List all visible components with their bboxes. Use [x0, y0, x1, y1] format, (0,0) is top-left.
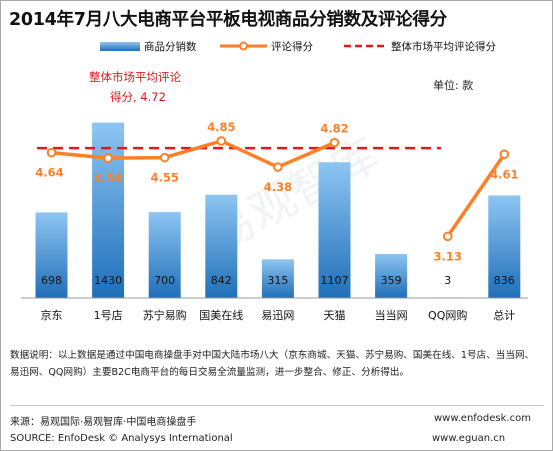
bar-4	[205, 194, 238, 298]
score-value-label-9: 4.61	[490, 167, 518, 181]
category-label-8: QQ网购	[428, 308, 467, 322]
divider	[10, 405, 544, 406]
score-value-label-4: 4.85	[207, 120, 235, 134]
category-label-4: 国美在线	[199, 308, 243, 322]
score-value-label-3: 4.55	[151, 171, 179, 185]
category-label-2: 1号店	[94, 308, 123, 322]
score-value-label-2: 4.54	[94, 171, 122, 185]
category-label-5: 易迅网	[261, 309, 294, 322]
bar-9	[488, 195, 521, 298]
bar-value-label-2: 1430	[94, 274, 122, 287]
score-point-6	[329, 137, 340, 148]
legend-line-swatch	[220, 41, 267, 51]
score-line-segment-1	[51, 139, 336, 169]
bar-7	[375, 253, 408, 298]
score-point-1	[46, 147, 57, 158]
category-label-9: 总计	[493, 308, 515, 322]
score-line-series: 4.64 4.54 4.55 4.85 4.38 4.82 3.13 4.61	[35, 120, 518, 263]
legend-line-label: 评论得分	[271, 40, 313, 53]
avg-annotation-line1: 整体市场平均评论	[89, 70, 181, 84]
score-line-segment-2	[446, 153, 506, 238]
bar-series: 698 1430 700 842 315 1107 359 3 836	[35, 122, 521, 298]
score-point-4	[216, 136, 227, 146]
bar-6	[318, 162, 351, 298]
bar-5	[261, 259, 294, 298]
source-cn: 来源：易观国际·易观智库·中国电商操盘手	[10, 417, 197, 428]
category-label-6: 天猫	[324, 309, 346, 322]
category-label-7: 当当网	[375, 308, 408, 322]
legend-avg-label: 整体市场平均评论得分	[391, 40, 496, 53]
score-point-2	[103, 153, 113, 163]
score-value-label-1: 4.64	[35, 166, 63, 180]
bar-value-label-4: 842	[211, 274, 232, 287]
category-label-3: 苏宁易购	[143, 308, 187, 322]
category-label-1: 京东	[41, 308, 63, 322]
score-value-label-8: 3.13	[434, 249, 462, 263]
legend-bar-label: 商品分销数	[144, 40, 197, 53]
bar-2	[92, 122, 125, 298]
score-point-8	[442, 231, 453, 242]
score-point-3	[159, 152, 170, 163]
bar-3	[148, 212, 181, 298]
score-value-label-5: 4.38	[264, 180, 292, 194]
bar-value-label-9: 836	[494, 274, 515, 287]
avg-annotation-line2: 得分, 4.72	[110, 90, 166, 104]
bar-value-label-7: 359	[381, 274, 402, 287]
url-enfodesk: www.enfodesk.com	[434, 413, 531, 424]
bar-value-label-8: 3	[444, 274, 451, 287]
score-point-5	[273, 162, 283, 172]
bar-value-label-3: 700	[154, 274, 175, 287]
url-eguan: www.eguan.cn	[432, 433, 506, 444]
chart-canvas: 商品分销数 评论得分 整体市场平均评论得分 整体市场平均评论 得分, 4.72 …	[21, 40, 528, 322]
bar-value-label-5: 315	[267, 274, 288, 287]
chart-title: 2014年7月八大电商平台平板电视商品分销数及评论得分	[9, 10, 447, 30]
bar-value-label-1: 698	[41, 274, 62, 287]
category-axis-labels: 京东 1号店 苏宁易购 国美在线 易迅网 天猫 当当网 QQ网购 总计	[41, 308, 516, 322]
legend-bar-swatch	[100, 42, 140, 51]
score-value-label-6: 4.82	[320, 122, 348, 136]
bar-value-label-6: 1107	[321, 274, 349, 287]
source-en: SOURCE: EnfoDesk © Analysys Internationa…	[10, 433, 233, 444]
bar-1	[35, 212, 68, 298]
data-note: 数据说明：以上数据是通过中国电商操盘手对中国大陆市场八大（京东商城、天猫、苏宁易…	[10, 350, 535, 378]
score-point-9	[499, 149, 510, 160]
unit-label: 单位: 款	[433, 78, 473, 92]
